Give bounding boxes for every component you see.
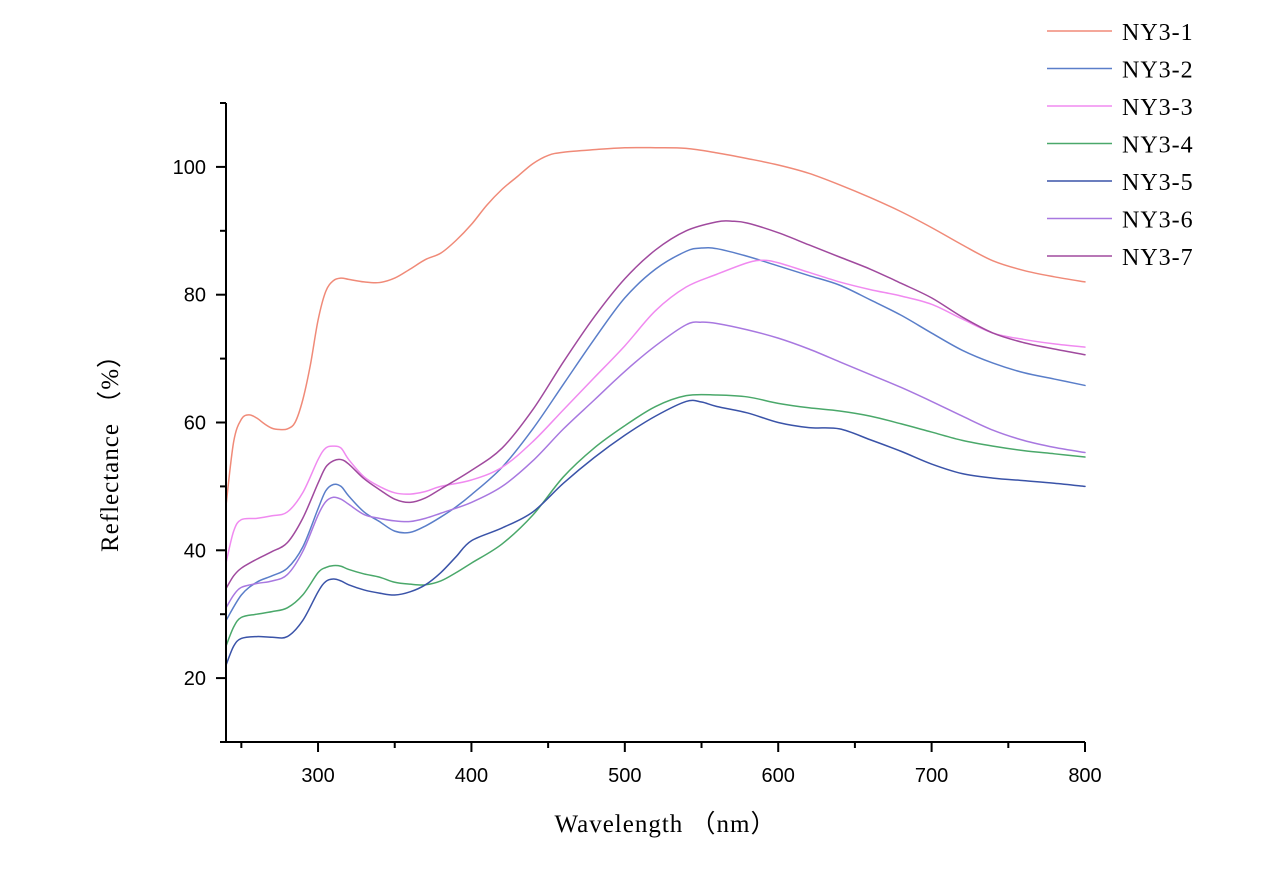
legend-label: NY3-3 [1122, 95, 1194, 121]
axes [225, 103, 1085, 743]
legend-item: NY3-3 [1047, 95, 1194, 121]
x-tick-label: 800 [1068, 765, 1101, 787]
legend-item: NY3-4 [1047, 133, 1194, 159]
y-tick-label: 40 [184, 540, 206, 562]
legend-item: NY3-7 [1047, 245, 1194, 271]
y-axis-title: Reflectance （%） [96, 342, 124, 552]
x-tick-label: 600 [762, 765, 795, 787]
series-line-ny3-1 [225, 146, 1086, 507]
legend-label: NY3-4 [1122, 133, 1194, 159]
series-line-ny3-6 [225, 321, 1086, 609]
legend: NY3-1 NY3-2 NY3-3 NY3-4 NY3-5 NY3-6 NY3-7 [1047, 20, 1194, 271]
legend-label: NY3-5 [1122, 170, 1194, 196]
legend-label: NY3-1 [1122, 20, 1194, 46]
series-layer [225, 146, 1086, 667]
y-tick-label: 20 [184, 668, 206, 690]
legend-item: NY3-1 [1047, 20, 1194, 46]
x-tick-label: 300 [301, 765, 334, 787]
y-tick-label: 100 [173, 157, 206, 179]
y-tick-label: 80 [184, 285, 206, 307]
series-line-ny3-2 [225, 246, 1086, 622]
series-line-ny3-3 [225, 259, 1086, 564]
y-tick-label: 60 [184, 413, 206, 435]
legend-item: NY3-5 [1047, 170, 1194, 196]
x-tick-label: 400 [455, 765, 488, 787]
series-line-ny3-7 [225, 220, 1086, 590]
legend-label: NY3-7 [1122, 245, 1194, 271]
x-tick-label: 700 [915, 765, 948, 787]
ticks: 300 400 500 600 700 800 20 40 60 80 100 [173, 102, 1102, 787]
legend-label: NY3-2 [1122, 58, 1194, 84]
x-tick-label: 500 [608, 765, 641, 787]
legend-item: NY3-6 [1047, 208, 1194, 234]
x-axis-title: Wavelength （nm） [555, 810, 777, 838]
series-line-ny3-5 [225, 399, 1086, 667]
legend-item: NY3-2 [1047, 58, 1194, 84]
legend-label: NY3-6 [1122, 208, 1194, 234]
series-line-ny3-4 [225, 393, 1086, 647]
